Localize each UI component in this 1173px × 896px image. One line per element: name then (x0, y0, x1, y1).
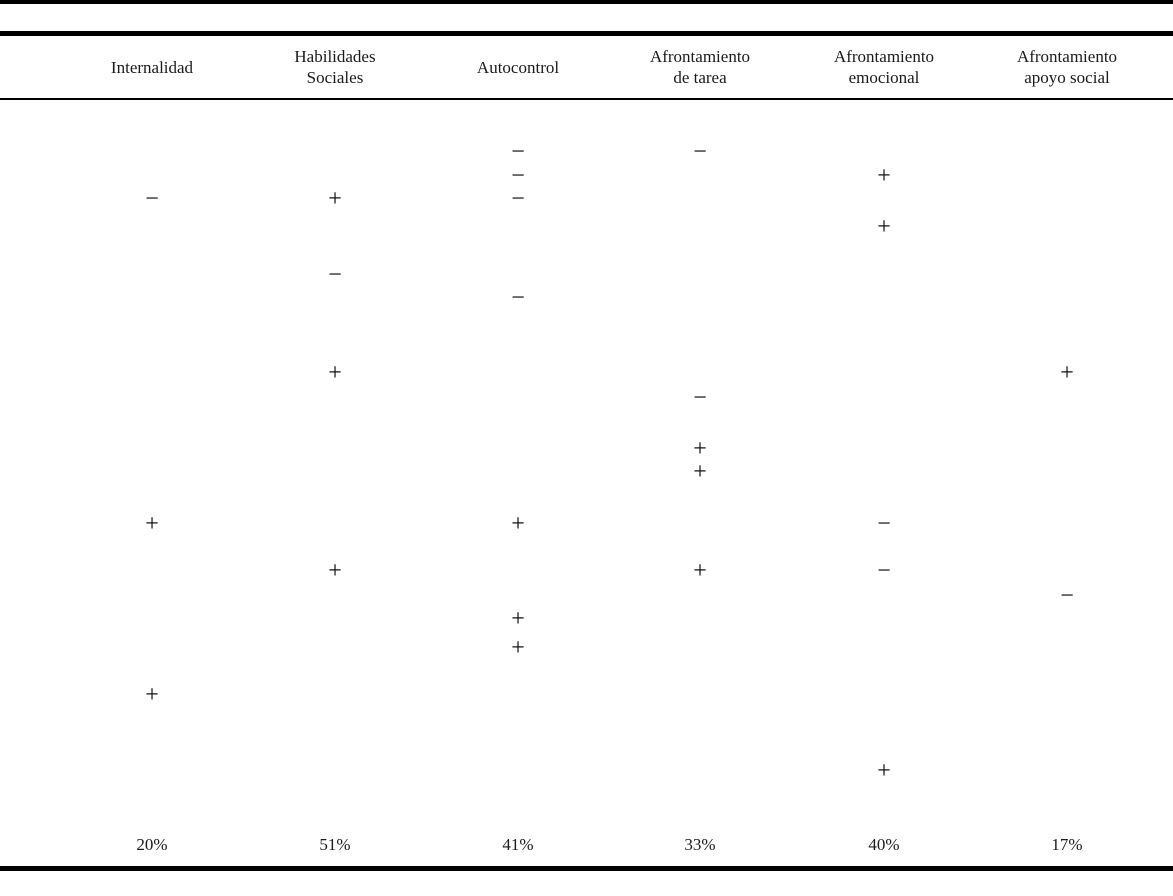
effect-sign-plus: + (877, 758, 891, 784)
column-percent-habilidades_sociales: 51% (319, 835, 351, 854)
effect-sign-plus: + (145, 682, 159, 708)
column-header-habilidades_sociales: Habilidades Sociales (294, 47, 376, 87)
effect-sign-plus: + (328, 558, 342, 584)
effect-sign-minus: − (511, 139, 525, 165)
effect-sign-minus: − (511, 163, 525, 189)
column-header-afrontamiento_emocional: Afrontamiento emocional (833, 47, 935, 87)
effect-sign-minus: − (693, 139, 707, 165)
effect-sign-plus: + (511, 511, 525, 537)
bottom-rule (0, 866, 1173, 871)
column-percent-afrontamiento_apoyo: 17% (1051, 835, 1083, 854)
top-rule (0, 0, 1173, 4)
effect-sign-plus: + (511, 635, 525, 661)
effect-sign-plus: + (145, 511, 159, 537)
effect-sign-plus: + (328, 360, 342, 386)
column-header-afrontamiento_apoyo: Afrontamiento apoyo social (1016, 47, 1118, 87)
column-percent-afrontamiento_emocional: 40% (868, 835, 900, 854)
effect-sign-minus: − (511, 186, 525, 212)
column-percent-afrontamiento_tarea: 33% (684, 835, 716, 854)
effect-sign-minus: − (328, 262, 342, 288)
effect-sign-plus: + (693, 558, 707, 584)
column-header-afrontamiento_tarea: Afrontamiento de tarea (649, 47, 751, 87)
header-top-rule (0, 31, 1173, 36)
effect-sign-plus: + (511, 606, 525, 632)
effect-sign-plus: + (877, 163, 891, 189)
column-percent-internalidad: 20% (136, 835, 168, 854)
effect-sign-minus: − (511, 285, 525, 311)
effect-sign-minus: − (877, 558, 891, 584)
column-percent-autocontrol: 41% (502, 835, 534, 854)
effect-sign-plus: + (693, 459, 707, 485)
column-header-internalidad: Internalidad (110, 57, 194, 77)
effect-sign-minus: − (877, 511, 891, 537)
column-header-autocontrol: Autocontrol (476, 57, 560, 77)
effect-sign-minus: − (1060, 583, 1074, 609)
effect-sign-plus: + (877, 214, 891, 240)
effect-sign-plus: + (1060, 360, 1074, 386)
header-bottom-rule (0, 98, 1173, 100)
effect-sign-minus: − (145, 186, 159, 212)
effect-sign-plus: + (328, 186, 342, 212)
effect-sign-minus: − (693, 385, 707, 411)
effect-sign-plus: + (693, 436, 707, 462)
